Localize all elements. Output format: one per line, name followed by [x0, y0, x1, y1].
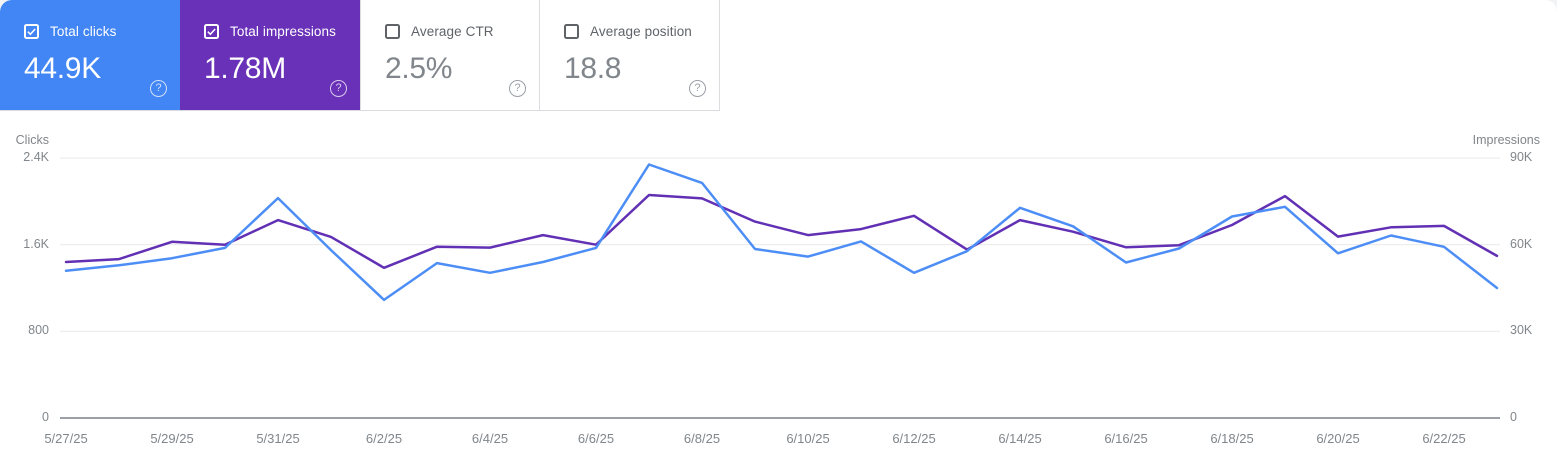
x-axis-date-label: 5/31/25 [256, 431, 300, 446]
left-axis-tick: 1.6K [23, 236, 49, 251]
right-axis-tick: 0 [1510, 410, 1517, 424]
left-axis-tick: 2.4K [23, 150, 49, 164]
x-axis-date-label: 6/6/25 [577, 431, 615, 446]
x-axis-date-label: 6/16/25 [1104, 431, 1148, 446]
metric-cards-row: Total clicks 44.9K ? Total impressions 1… [0, 0, 720, 111]
metric-card-label: Total impressions [230, 23, 336, 39]
x-axis-date-label: 6/22/25 [1422, 431, 1466, 446]
metric-card-total-impressions[interactable]: Total impressions 1.78M ? [180, 0, 360, 110]
x-axis-date-label: 6/14/25 [998, 431, 1042, 446]
help-icon[interactable]: ? [509, 80, 526, 97]
x-axis-date-label: 6/18/25 [1210, 431, 1254, 446]
metric-card-label: Total clicks [50, 23, 117, 39]
x-axis-date-label: 6/2/25 [365, 431, 403, 446]
metric-card-average-ctr[interactable]: Average CTR 2.5% ? [360, 0, 540, 110]
checkbox-average-position[interactable] [564, 23, 579, 39]
left-axis-tick: 800 [28, 323, 49, 338]
left-axis-title: Clicks [15, 133, 49, 147]
right-axis-tick: 30K [1510, 323, 1533, 338]
checkmark-icon [207, 27, 216, 35]
metric-card-value: 44.9K [24, 52, 101, 85]
checkbox-total-impressions[interactable] [204, 23, 219, 39]
checkbox-total-clicks[interactable] [24, 23, 39, 39]
metric-card-average-position[interactable]: Average position 18.8 ? [540, 0, 720, 110]
help-icon[interactable]: ? [150, 80, 167, 97]
right-axis-tick: 90K [1510, 150, 1533, 164]
x-axis-date-label: 5/27/25 [44, 431, 88, 446]
metric-card-value: 2.5% [385, 52, 453, 85]
checkmark-icon [27, 27, 36, 35]
x-axis-date-label: 6/10/25 [786, 431, 830, 446]
metric-card-label: Average position [590, 23, 692, 39]
x-axis-date-label: 6/8/25 [683, 431, 721, 446]
x-axis-date-label: 6/4/25 [471, 431, 509, 446]
x-axis-date-label: 5/29/25 [150, 431, 194, 446]
metric-card-value: 1.78M [204, 52, 286, 85]
metric-card-value: 18.8 [564, 52, 622, 85]
left-axis-tick: 0 [42, 410, 49, 424]
help-icon[interactable]: ? [689, 80, 706, 97]
right-axis-title: Impressions [1472, 133, 1540, 147]
metric-card-total-clicks[interactable]: Total clicks 44.9K ? [0, 0, 180, 110]
metric-card-label: Average CTR [411, 23, 494, 39]
x-axis-date-label: 6/20/25 [1316, 431, 1360, 446]
right-axis-tick: 60K [1510, 236, 1533, 251]
x-axis-date-label: 6/12/25 [892, 431, 936, 446]
help-icon[interactable]: ? [330, 80, 347, 97]
checkbox-average-ctr[interactable] [385, 23, 400, 39]
